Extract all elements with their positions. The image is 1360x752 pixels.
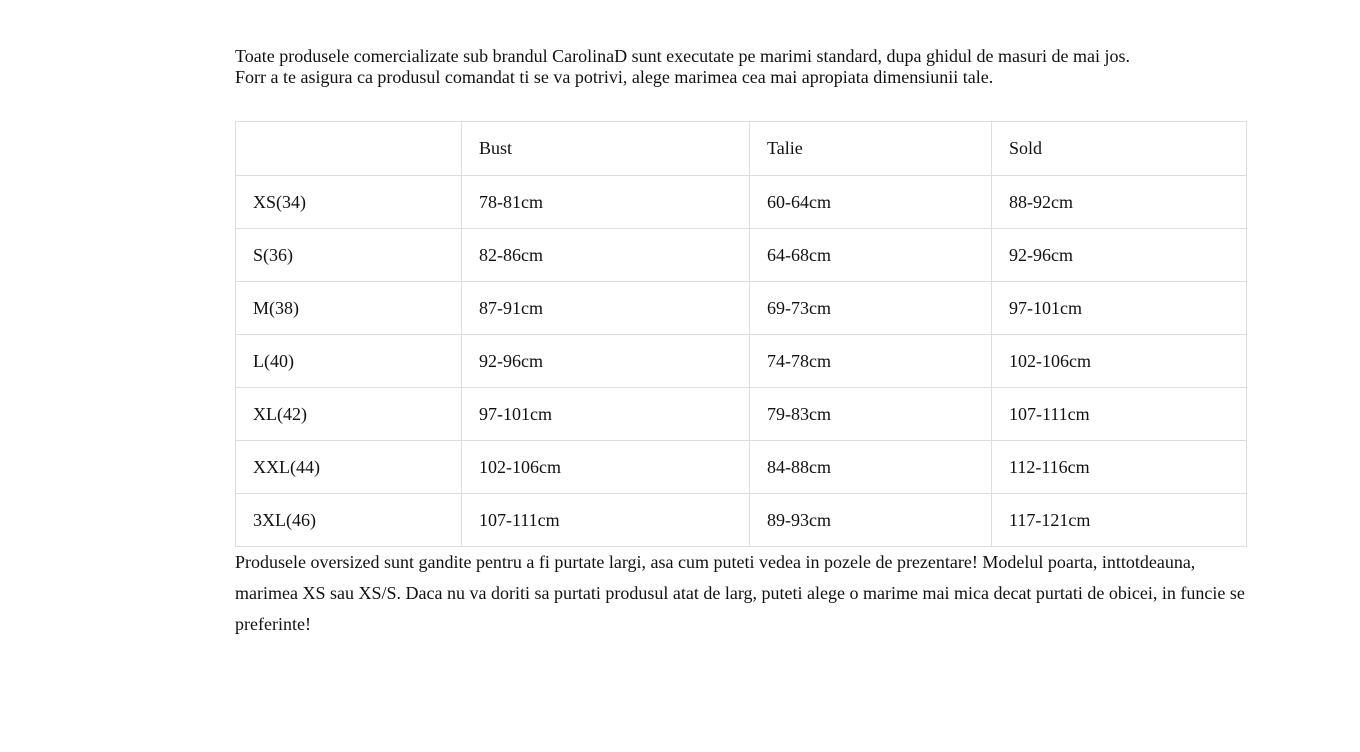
measurement-cell: 102-106cm <box>461 440 750 494</box>
size-chart-table: Bust Talie Sold XS(34) 78-81cm 60-64cm 88-92c… <box>235 121 1247 547</box>
table-row: M(38) 87-91cm 69-73cm 97-101cm <box>235 281 1247 335</box>
measurement-cell: 107-111cm <box>461 493 750 547</box>
measurement-cell: 117-121cm <box>991 493 1247 547</box>
measurement-cell: 78-81cm <box>461 175 750 229</box>
measurement-cell: 64-68cm <box>749 228 992 282</box>
column-header-empty <box>235 121 462 176</box>
size-label-cell: XL(42) <box>235 387 462 441</box>
measurement-cell: 87-91cm <box>461 281 750 335</box>
table-row: XXL(44) 102-106cm 84-88cm 112-116cm <box>235 440 1247 494</box>
column-header: Bust <box>461 121 750 176</box>
measurement-cell: 74-78cm <box>749 334 992 388</box>
size-label-cell: S(36) <box>235 228 462 282</box>
measurement-cell: 82-86cm <box>461 228 750 282</box>
measurement-cell: 79-83cm <box>749 387 992 441</box>
measurement-cell: 107-111cm <box>991 387 1247 441</box>
column-header: Sold <box>991 121 1247 176</box>
table-row: L(40) 92-96cm 74-78cm 102-106cm <box>235 334 1247 388</box>
measurement-cell: 92-96cm <box>991 228 1247 282</box>
measurement-cell: 69-73cm <box>749 281 992 335</box>
measurement-cell: 102-106cm <box>991 334 1247 388</box>
measurement-cell: 88-92cm <box>991 175 1247 229</box>
measurement-cell: 97-101cm <box>461 387 750 441</box>
measurement-cell: 97-101cm <box>991 281 1247 335</box>
size-label-cell: L(40) <box>235 334 462 388</box>
measurement-cell: 84-88cm <box>749 440 992 494</box>
size-label-cell: XXL(44) <box>235 440 462 494</box>
measurement-cell: 112-116cm <box>991 440 1247 494</box>
measurement-cell: 60-64cm <box>749 175 992 229</box>
size-guide-content: Toate produsele comercializate sub brand… <box>235 0 1247 640</box>
table-header-row: Bust Talie Sold <box>235 121 1247 176</box>
footer-paragraph-oversized-note: Produsele oversized sunt gandite pentru … <box>235 552 1245 634</box>
table-row: S(36) 82-86cm 64-68cm 92-96cm <box>235 228 1247 282</box>
table-body: XS(34) 78-81cm 60-64cm 88-92cm S(36) 82-86cm 6… <box>235 175 1247 547</box>
intro-paragraph-choose-size: Forr a te asigura ca produsul comandat t… <box>235 67 994 87</box>
table-row: 3XL(46) 107-111cm 89-93cm 117-121cm <box>235 493 1247 547</box>
intro-paragraph-standard-sizes: Toate produsele comercializate sub brand… <box>235 46 1130 66</box>
column-header: Talie <box>749 121 992 176</box>
table-row: XL(42) 97-101cm 79-83cm 107-111cm <box>235 387 1247 441</box>
size-label-cell: XS(34) <box>235 175 462 229</box>
measurement-cell: 89-93cm <box>749 493 992 547</box>
measurement-cell: 92-96cm <box>461 334 750 388</box>
size-label-cell: 3XL(46) <box>235 493 462 547</box>
size-label-cell: M(38) <box>235 281 462 335</box>
table-row: XS(34) 78-81cm 60-64cm 88-92cm <box>235 175 1247 229</box>
